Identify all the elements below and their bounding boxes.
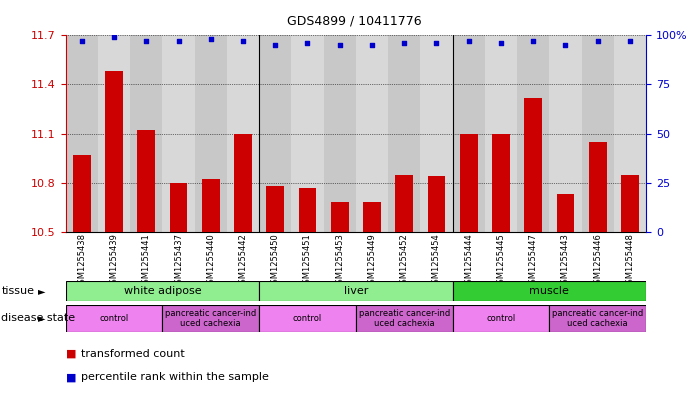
Bar xyxy=(266,186,284,232)
Bar xyxy=(66,305,162,332)
Point xyxy=(463,38,474,44)
Point xyxy=(431,40,442,46)
Bar xyxy=(589,142,607,232)
Text: control: control xyxy=(293,314,322,323)
Text: ►: ► xyxy=(38,286,46,296)
Point xyxy=(205,36,216,42)
Bar xyxy=(162,305,259,332)
Bar xyxy=(517,35,549,232)
Point xyxy=(141,38,152,44)
Bar xyxy=(356,35,388,232)
Bar xyxy=(299,188,316,232)
Bar xyxy=(202,180,220,232)
Text: pancreatic cancer-ind
uced cachexia: pancreatic cancer-ind uced cachexia xyxy=(552,309,643,328)
Bar xyxy=(227,35,259,232)
Bar xyxy=(73,155,91,232)
Bar xyxy=(582,35,614,232)
Bar xyxy=(331,202,348,232)
Bar xyxy=(420,35,453,232)
Bar xyxy=(485,35,517,232)
Bar xyxy=(195,35,227,232)
Bar xyxy=(356,305,453,332)
Bar xyxy=(66,35,98,232)
Bar xyxy=(395,174,413,232)
Text: disease state: disease state xyxy=(1,313,75,323)
Point xyxy=(592,38,603,44)
Point xyxy=(238,38,249,44)
Bar xyxy=(130,35,162,232)
Point xyxy=(366,42,377,48)
Bar xyxy=(453,35,485,232)
Text: liver: liver xyxy=(343,286,368,296)
Point xyxy=(334,42,346,48)
Bar xyxy=(460,134,477,232)
Bar xyxy=(492,134,510,232)
Text: ►: ► xyxy=(38,313,46,323)
Point xyxy=(173,38,184,44)
Text: tissue: tissue xyxy=(1,286,35,296)
Bar xyxy=(138,130,155,232)
Bar xyxy=(323,35,356,232)
Bar xyxy=(388,35,420,232)
Point xyxy=(76,38,87,44)
Bar xyxy=(259,281,453,301)
Bar xyxy=(169,183,187,232)
Text: percentile rank within the sample: percentile rank within the sample xyxy=(81,372,269,382)
Bar xyxy=(66,281,259,301)
Point xyxy=(399,40,410,46)
Point xyxy=(495,40,507,46)
Point xyxy=(560,42,571,48)
Bar xyxy=(98,35,130,232)
Text: white adipose: white adipose xyxy=(124,286,201,296)
Point xyxy=(528,38,539,44)
Text: control: control xyxy=(486,314,515,323)
Bar xyxy=(105,72,123,232)
Bar xyxy=(259,305,356,332)
Point xyxy=(302,40,313,46)
Text: ■: ■ xyxy=(66,349,76,359)
Bar xyxy=(428,176,445,232)
Point xyxy=(269,42,281,48)
Bar xyxy=(363,202,381,232)
Bar xyxy=(453,281,646,301)
Bar xyxy=(556,194,574,232)
Bar xyxy=(549,305,646,332)
Text: transformed count: transformed count xyxy=(81,349,184,359)
Bar xyxy=(549,35,582,232)
Text: control: control xyxy=(100,314,129,323)
Point xyxy=(625,38,636,44)
Text: pancreatic cancer-ind
uced cachexia: pancreatic cancer-ind uced cachexia xyxy=(165,309,256,328)
Bar xyxy=(292,35,323,232)
Bar xyxy=(259,35,292,232)
Text: ■: ■ xyxy=(66,372,76,382)
Point xyxy=(108,34,120,40)
Bar xyxy=(234,134,252,232)
Bar xyxy=(614,35,646,232)
Text: GDS4899 / 10411776: GDS4899 / 10411776 xyxy=(287,15,422,28)
Text: muscle: muscle xyxy=(529,286,569,296)
Bar xyxy=(162,35,195,232)
Text: pancreatic cancer-ind
uced cachexia: pancreatic cancer-ind uced cachexia xyxy=(359,309,450,328)
Bar xyxy=(621,174,638,232)
Bar xyxy=(524,97,542,232)
Bar xyxy=(453,305,549,332)
